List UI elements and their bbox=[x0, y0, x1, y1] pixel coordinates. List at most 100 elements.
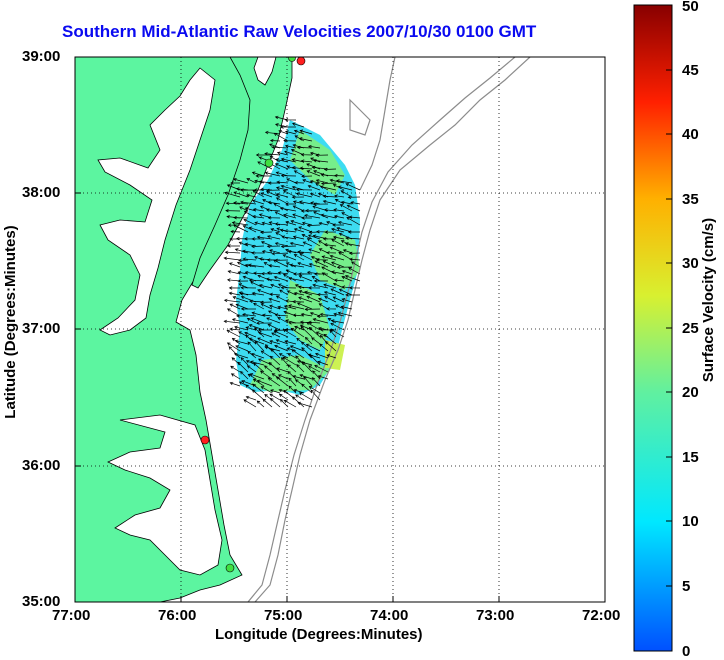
velocity-arrow bbox=[264, 130, 281, 135]
velocity-arrow bbox=[258, 283, 273, 289]
velocity-arrow bbox=[278, 129, 289, 135]
velocity-arrow bbox=[298, 290, 313, 296]
velocity-arrow bbox=[260, 386, 273, 394]
velocity-arrow bbox=[236, 261, 249, 268]
radar-site-marker bbox=[264, 158, 274, 168]
velocity-arrow bbox=[298, 296, 313, 303]
velocity-arrow bbox=[313, 211, 329, 219]
velocity-arrow bbox=[234, 248, 249, 254]
velocity-arrow bbox=[307, 144, 321, 149]
velocity-arrow bbox=[293, 129, 305, 135]
velocity-arrow bbox=[242, 257, 257, 261]
velocity-arrow bbox=[340, 305, 353, 310]
velocity-arrow bbox=[269, 304, 281, 310]
velocity-arrow bbox=[273, 275, 289, 282]
velocity-arrow bbox=[234, 339, 249, 345]
velocity-arrow bbox=[255, 153, 272, 157]
velocity-arrow bbox=[267, 377, 281, 387]
velocity-arrow bbox=[301, 216, 312, 220]
velocity-arrow bbox=[326, 354, 337, 359]
velocity-arrow bbox=[268, 297, 281, 303]
velocity-arrow bbox=[244, 331, 257, 338]
velocity-arrow bbox=[287, 364, 297, 373]
velocity-arrow bbox=[292, 313, 305, 317]
velocity-arrow bbox=[248, 337, 265, 345]
velocity-arrow bbox=[318, 221, 329, 226]
velocity-arrow bbox=[229, 381, 241, 387]
velocity-arrow bbox=[255, 174, 273, 178]
velocity-arrow bbox=[254, 340, 265, 352]
velocity-arrow bbox=[266, 271, 281, 275]
velocity-arrow bbox=[303, 376, 313, 387]
velocity-arrow bbox=[280, 157, 297, 163]
velocity-arrow bbox=[329, 178, 345, 184]
velocity-arrow bbox=[261, 271, 273, 276]
velocity-arrow bbox=[254, 221, 265, 226]
velocity-arrow bbox=[253, 302, 265, 310]
velocity-arrow bbox=[318, 303, 329, 310]
velocity-arrow bbox=[253, 362, 265, 373]
velocity-arrow bbox=[298, 200, 313, 205]
colorbar-ticks bbox=[666, 69, 672, 587]
velocity-arrow bbox=[230, 373, 241, 380]
velocity-arrow bbox=[257, 274, 273, 282]
velocity-arrow bbox=[277, 283, 289, 289]
velocity-arrow bbox=[348, 215, 361, 219]
velocity-arrow bbox=[281, 235, 297, 240]
velocity-arrow bbox=[280, 125, 296, 129]
velocity-arrow bbox=[270, 283, 281, 289]
velocity-arrow bbox=[228, 262, 241, 268]
colorbar-tick-label: 10 bbox=[682, 513, 699, 530]
velocity-arrow bbox=[228, 291, 241, 296]
velocity-arrow bbox=[347, 230, 360, 234]
velocity-arrow bbox=[306, 295, 321, 303]
velocity-arrow bbox=[244, 207, 257, 212]
velocity-arrow bbox=[260, 303, 273, 310]
velocity-arrow bbox=[245, 193, 257, 198]
velocity-arrow bbox=[304, 307, 321, 312]
x-tick-label: 76:00 bbox=[158, 607, 197, 624]
velocity-arrow bbox=[247, 341, 257, 352]
velocity-arrow bbox=[323, 290, 337, 296]
velocity-arrow bbox=[248, 226, 265, 233]
velocity-arrow bbox=[252, 378, 265, 387]
velocity-arrow bbox=[282, 254, 297, 261]
velocity-arrow bbox=[276, 180, 289, 184]
velocity-arrow bbox=[268, 362, 281, 373]
velocity-arrow bbox=[284, 150, 297, 156]
velocity-arrow bbox=[291, 396, 305, 408]
velocity-arrow bbox=[275, 192, 289, 198]
velocity-arrow bbox=[275, 338, 289, 345]
velocity-arrow bbox=[274, 123, 289, 128]
velocity-arrow bbox=[338, 251, 353, 261]
velocity-arrow bbox=[294, 325, 305, 331]
y-tick-label: 38:00 bbox=[22, 184, 61, 201]
velocity-arrow bbox=[284, 130, 297, 135]
velocity-arrow bbox=[223, 319, 241, 324]
velocity-arrow bbox=[228, 346, 241, 359]
velocity-arrow bbox=[297, 401, 313, 408]
velocity-arrow bbox=[286, 178, 297, 184]
velocity-arrow bbox=[321, 272, 337, 282]
velocity-arrow bbox=[251, 251, 265, 255]
velocity-arrows bbox=[223, 115, 361, 408]
velocity-arrow bbox=[277, 305, 289, 310]
velocity-arrow bbox=[288, 377, 297, 387]
velocity-arrow bbox=[252, 214, 265, 219]
velocity-arrow bbox=[279, 206, 297, 212]
velocity-arrow bbox=[300, 325, 313, 338]
velocity-arrow bbox=[320, 181, 337, 186]
velocity-arrow bbox=[274, 344, 289, 352]
velocity-arrow bbox=[223, 298, 241, 303]
velocity-arrow bbox=[264, 345, 281, 352]
velocity-arrow bbox=[324, 341, 337, 352]
velocity-arrow bbox=[274, 163, 289, 170]
velocity-arrow bbox=[230, 229, 241, 234]
velocity-arrow bbox=[256, 235, 273, 240]
velocity-arrow bbox=[267, 200, 281, 205]
velocity-arrow bbox=[248, 324, 265, 331]
velocity-arrow bbox=[306, 223, 321, 228]
velocity-arrow bbox=[345, 183, 361, 191]
velocity-arrow bbox=[291, 195, 305, 199]
velocity-arrow bbox=[292, 213, 305, 219]
